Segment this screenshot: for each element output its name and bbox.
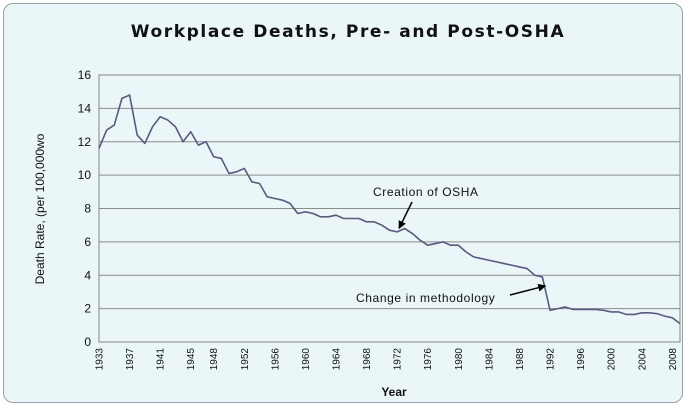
x-tick-label: 1980 bbox=[454, 348, 465, 371]
x-tick-label: 1996 bbox=[576, 348, 587, 371]
y-tick-label: 12 bbox=[78, 135, 92, 149]
y-tick-label: 10 bbox=[78, 168, 92, 182]
x-tick-label: 1976 bbox=[423, 348, 434, 371]
annotation-methodology-arrow bbox=[509, 283, 547, 296]
chart-svg: Workplace Deaths, Pre- and Post-OSHA 0 2 4… bbox=[33, 22, 681, 399]
x-tick-label: 1968 bbox=[362, 348, 373, 371]
x-tick-label: 1964 bbox=[331, 348, 342, 371]
chart-title: Workplace Deaths, Pre- and Post-OSHA bbox=[131, 22, 565, 42]
x-tick-label: 1984 bbox=[484, 348, 495, 371]
y-tick-label: 8 bbox=[84, 202, 91, 216]
x-tick-label: 1952 bbox=[240, 348, 251, 371]
x-tick-label: 1937 bbox=[125, 348, 136, 371]
y-tick-label: 0 bbox=[84, 335, 91, 349]
annotation-methodology: Change in methodology bbox=[356, 291, 495, 305]
y-axis-title: Death Rate, (per 100,000wo bbox=[33, 133, 47, 284]
y-tick-label: 6 bbox=[84, 235, 91, 249]
annotation-osha: Creation of OSHA bbox=[373, 185, 479, 199]
y-tick-label: 16 bbox=[78, 68, 92, 82]
x-tick-label: 1933 bbox=[95, 348, 106, 371]
x-tick-label: 1960 bbox=[301, 348, 312, 371]
x-axis-title: Year bbox=[381, 385, 407, 399]
x-tick-label: 1956 bbox=[270, 348, 281, 371]
x-tick-label: 1945 bbox=[186, 348, 197, 371]
y-tick-label: 14 bbox=[78, 101, 92, 115]
x-tick-label: 1992 bbox=[546, 348, 557, 371]
x-tick-label: 2004 bbox=[637, 348, 648, 371]
x-tick-label: 1972 bbox=[393, 348, 404, 371]
x-tick-label: 1988 bbox=[515, 348, 526, 371]
series-line-death-rate bbox=[98, 94, 681, 325]
y-tick-labels: 0 2 4 6 8 10 12 14 16 bbox=[78, 68, 92, 349]
x-tick-label: 1948 bbox=[209, 348, 220, 371]
x-tick-label: 1941 bbox=[156, 348, 167, 371]
x-tick-label: 2000 bbox=[607, 348, 618, 371]
annotation-osha-arrow bbox=[398, 201, 413, 230]
x-tick-labels: 1933 1937 1941 1945 1948 1952 1956 1960 1964 1968… bbox=[95, 348, 679, 371]
chart-frame: Workplace Deaths, Pre- and Post-OSHA 0 2 4… bbox=[3, 3, 683, 403]
y-tick-label: 4 bbox=[84, 268, 91, 282]
y-tick-label: 2 bbox=[84, 302, 91, 316]
x-tick-label: 2008 bbox=[668, 348, 679, 371]
